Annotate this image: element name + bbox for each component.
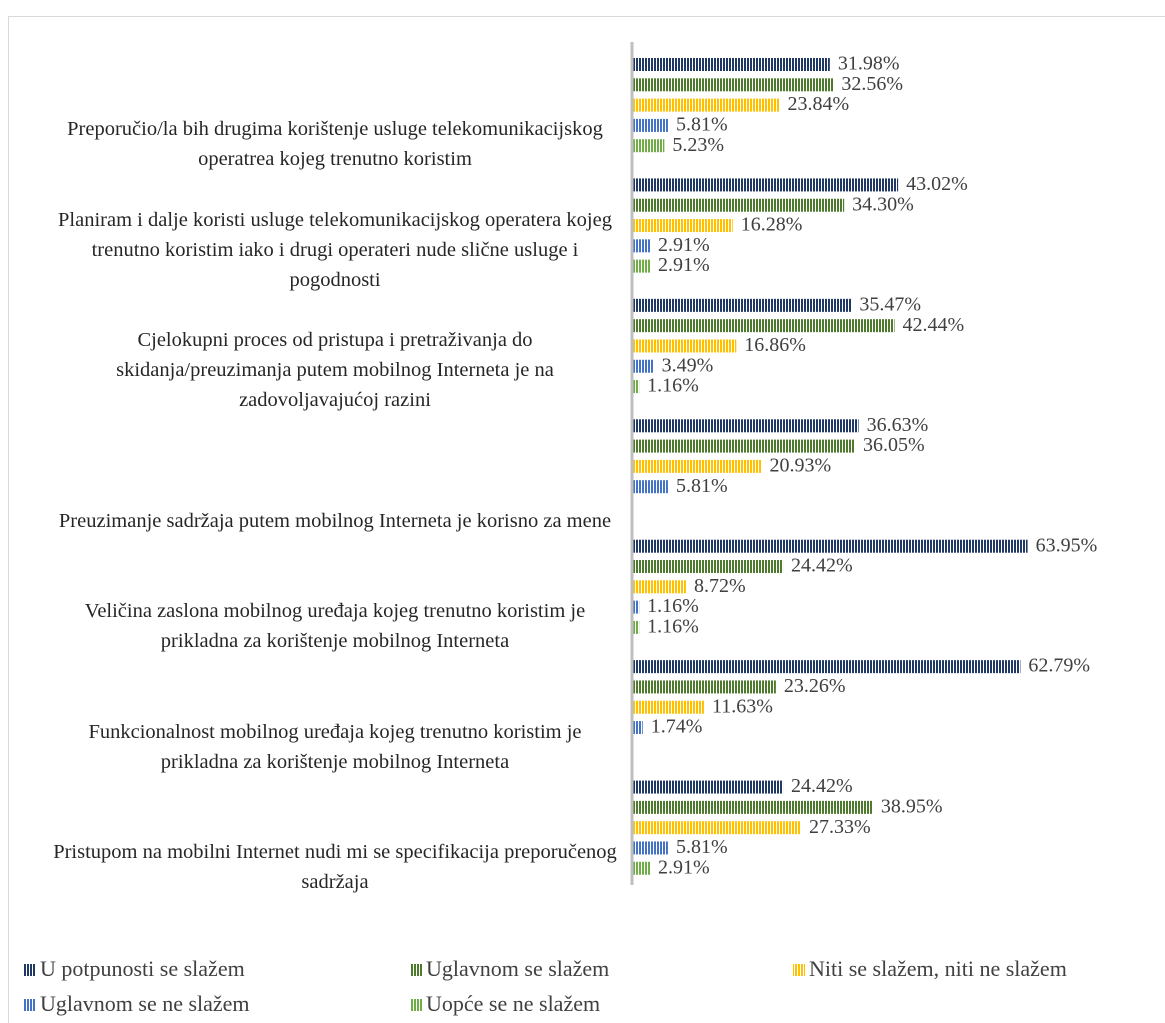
- legend-swatch: [24, 964, 36, 976]
- data-label: 35.47%: [859, 293, 921, 315]
- data-label: 5.23%: [672, 134, 724, 156]
- legend-label: U potpunosti se slažem: [40, 956, 245, 981]
- bar: [632, 580, 686, 594]
- category-label: Funkcionalnost mobilnog uređaja kojeg tr…: [88, 720, 582, 773]
- category-label: Preuzimanje sadržaja putem mobilnog Inte…: [58, 509, 612, 532]
- legend-swatch: [24, 999, 36, 1011]
- bar: [632, 700, 704, 714]
- bar: [632, 560, 784, 574]
- data-label: 36.05%: [863, 434, 925, 456]
- data-label: 43.02%: [906, 173, 968, 195]
- data-label: 5.81%: [676, 113, 728, 135]
- bar: [632, 319, 895, 333]
- bar: [632, 600, 640, 614]
- legend-label: Uopće se ne slažem: [426, 991, 600, 1016]
- data-label: 23.84%: [787, 93, 849, 115]
- data-label: 16.86%: [744, 334, 806, 356]
- bar: [632, 620, 640, 634]
- legend-label: Uglavnom se slažem: [426, 956, 609, 981]
- bar: [632, 259, 651, 273]
- category-label: Preporučio/la bih drugima korištenje usl…: [67, 118, 603, 171]
- data-label: 5.81%: [676, 475, 728, 497]
- bar: [632, 800, 873, 814]
- chart-border: [8, 16, 1165, 1023]
- bar: [632, 439, 855, 453]
- data-label: 23.26%: [784, 675, 846, 697]
- legend-label: Niti se slažem, niti ne slažem: [809, 956, 1067, 981]
- bar: [632, 780, 784, 794]
- data-label: 1.16%: [647, 375, 699, 397]
- bar: [632, 821, 802, 835]
- data-label: 5.81%: [676, 836, 728, 858]
- data-label: 24.42%: [791, 775, 853, 797]
- data-label: 2.91%: [658, 254, 710, 276]
- data-label: 31.98%: [838, 53, 900, 75]
- data-label: 3.49%: [662, 354, 714, 376]
- category-label: Cjelokupni proces od pristupa i pretraži…: [116, 329, 554, 412]
- legend-label: Uglavnom se ne slažem: [40, 991, 250, 1016]
- data-label: 38.95%: [881, 795, 943, 817]
- bar: [632, 380, 640, 394]
- bar: [632, 721, 643, 735]
- bar: [632, 359, 654, 373]
- bar: [632, 419, 859, 433]
- data-label: 2.91%: [658, 856, 710, 878]
- data-label: 24.42%: [791, 555, 853, 577]
- data-label: 27.33%: [809, 816, 871, 838]
- data-label: 1.16%: [647, 616, 699, 638]
- data-label: 16.28%: [741, 214, 803, 236]
- data-label: 63.95%: [1036, 534, 1098, 556]
- bar: [632, 139, 665, 153]
- bar: [632, 660, 1021, 674]
- bar: [632, 459, 762, 473]
- bar: [632, 178, 899, 192]
- data-label: 36.63%: [867, 414, 929, 436]
- data-label: 34.30%: [852, 193, 914, 215]
- bar: [632, 861, 651, 875]
- data-label: 11.63%: [712, 695, 773, 717]
- bar: [632, 198, 845, 212]
- data-label: 8.72%: [694, 575, 746, 597]
- bar: [632, 239, 651, 253]
- bar: [632, 298, 852, 312]
- data-label: 1.74%: [651, 716, 703, 738]
- bar: [632, 219, 733, 233]
- legend-swatch: [410, 999, 422, 1011]
- data-label: 1.16%: [647, 595, 699, 617]
- bar: [632, 539, 1028, 553]
- data-label: 2.91%: [658, 234, 710, 256]
- bar: [632, 480, 668, 494]
- bar: [632, 841, 668, 855]
- bar: [632, 58, 830, 71]
- data-label: 32.56%: [841, 73, 903, 95]
- data-label: 42.44%: [903, 314, 965, 336]
- data-label: 62.79%: [1028, 655, 1090, 677]
- category-label: Veličina zaslona mobilnog uređaja kojeg …: [84, 600, 586, 653]
- bar: [632, 98, 780, 112]
- legend-swatch: [793, 964, 805, 976]
- bar: [632, 680, 776, 694]
- category-label: Pristupom na mobilni Internet nudi mi se…: [53, 841, 617, 893]
- bar: [632, 118, 668, 132]
- category-label: Planiram i dalje koristi usluge telekomu…: [58, 208, 612, 291]
- legend-swatch: [410, 964, 422, 976]
- bar: [632, 339, 737, 353]
- data-label: 20.93%: [769, 454, 831, 476]
- bar: [632, 78, 834, 92]
